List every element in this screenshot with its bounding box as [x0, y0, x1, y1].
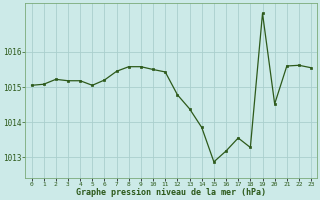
X-axis label: Graphe pression niveau de la mer (hPa): Graphe pression niveau de la mer (hPa) [76, 188, 266, 197]
